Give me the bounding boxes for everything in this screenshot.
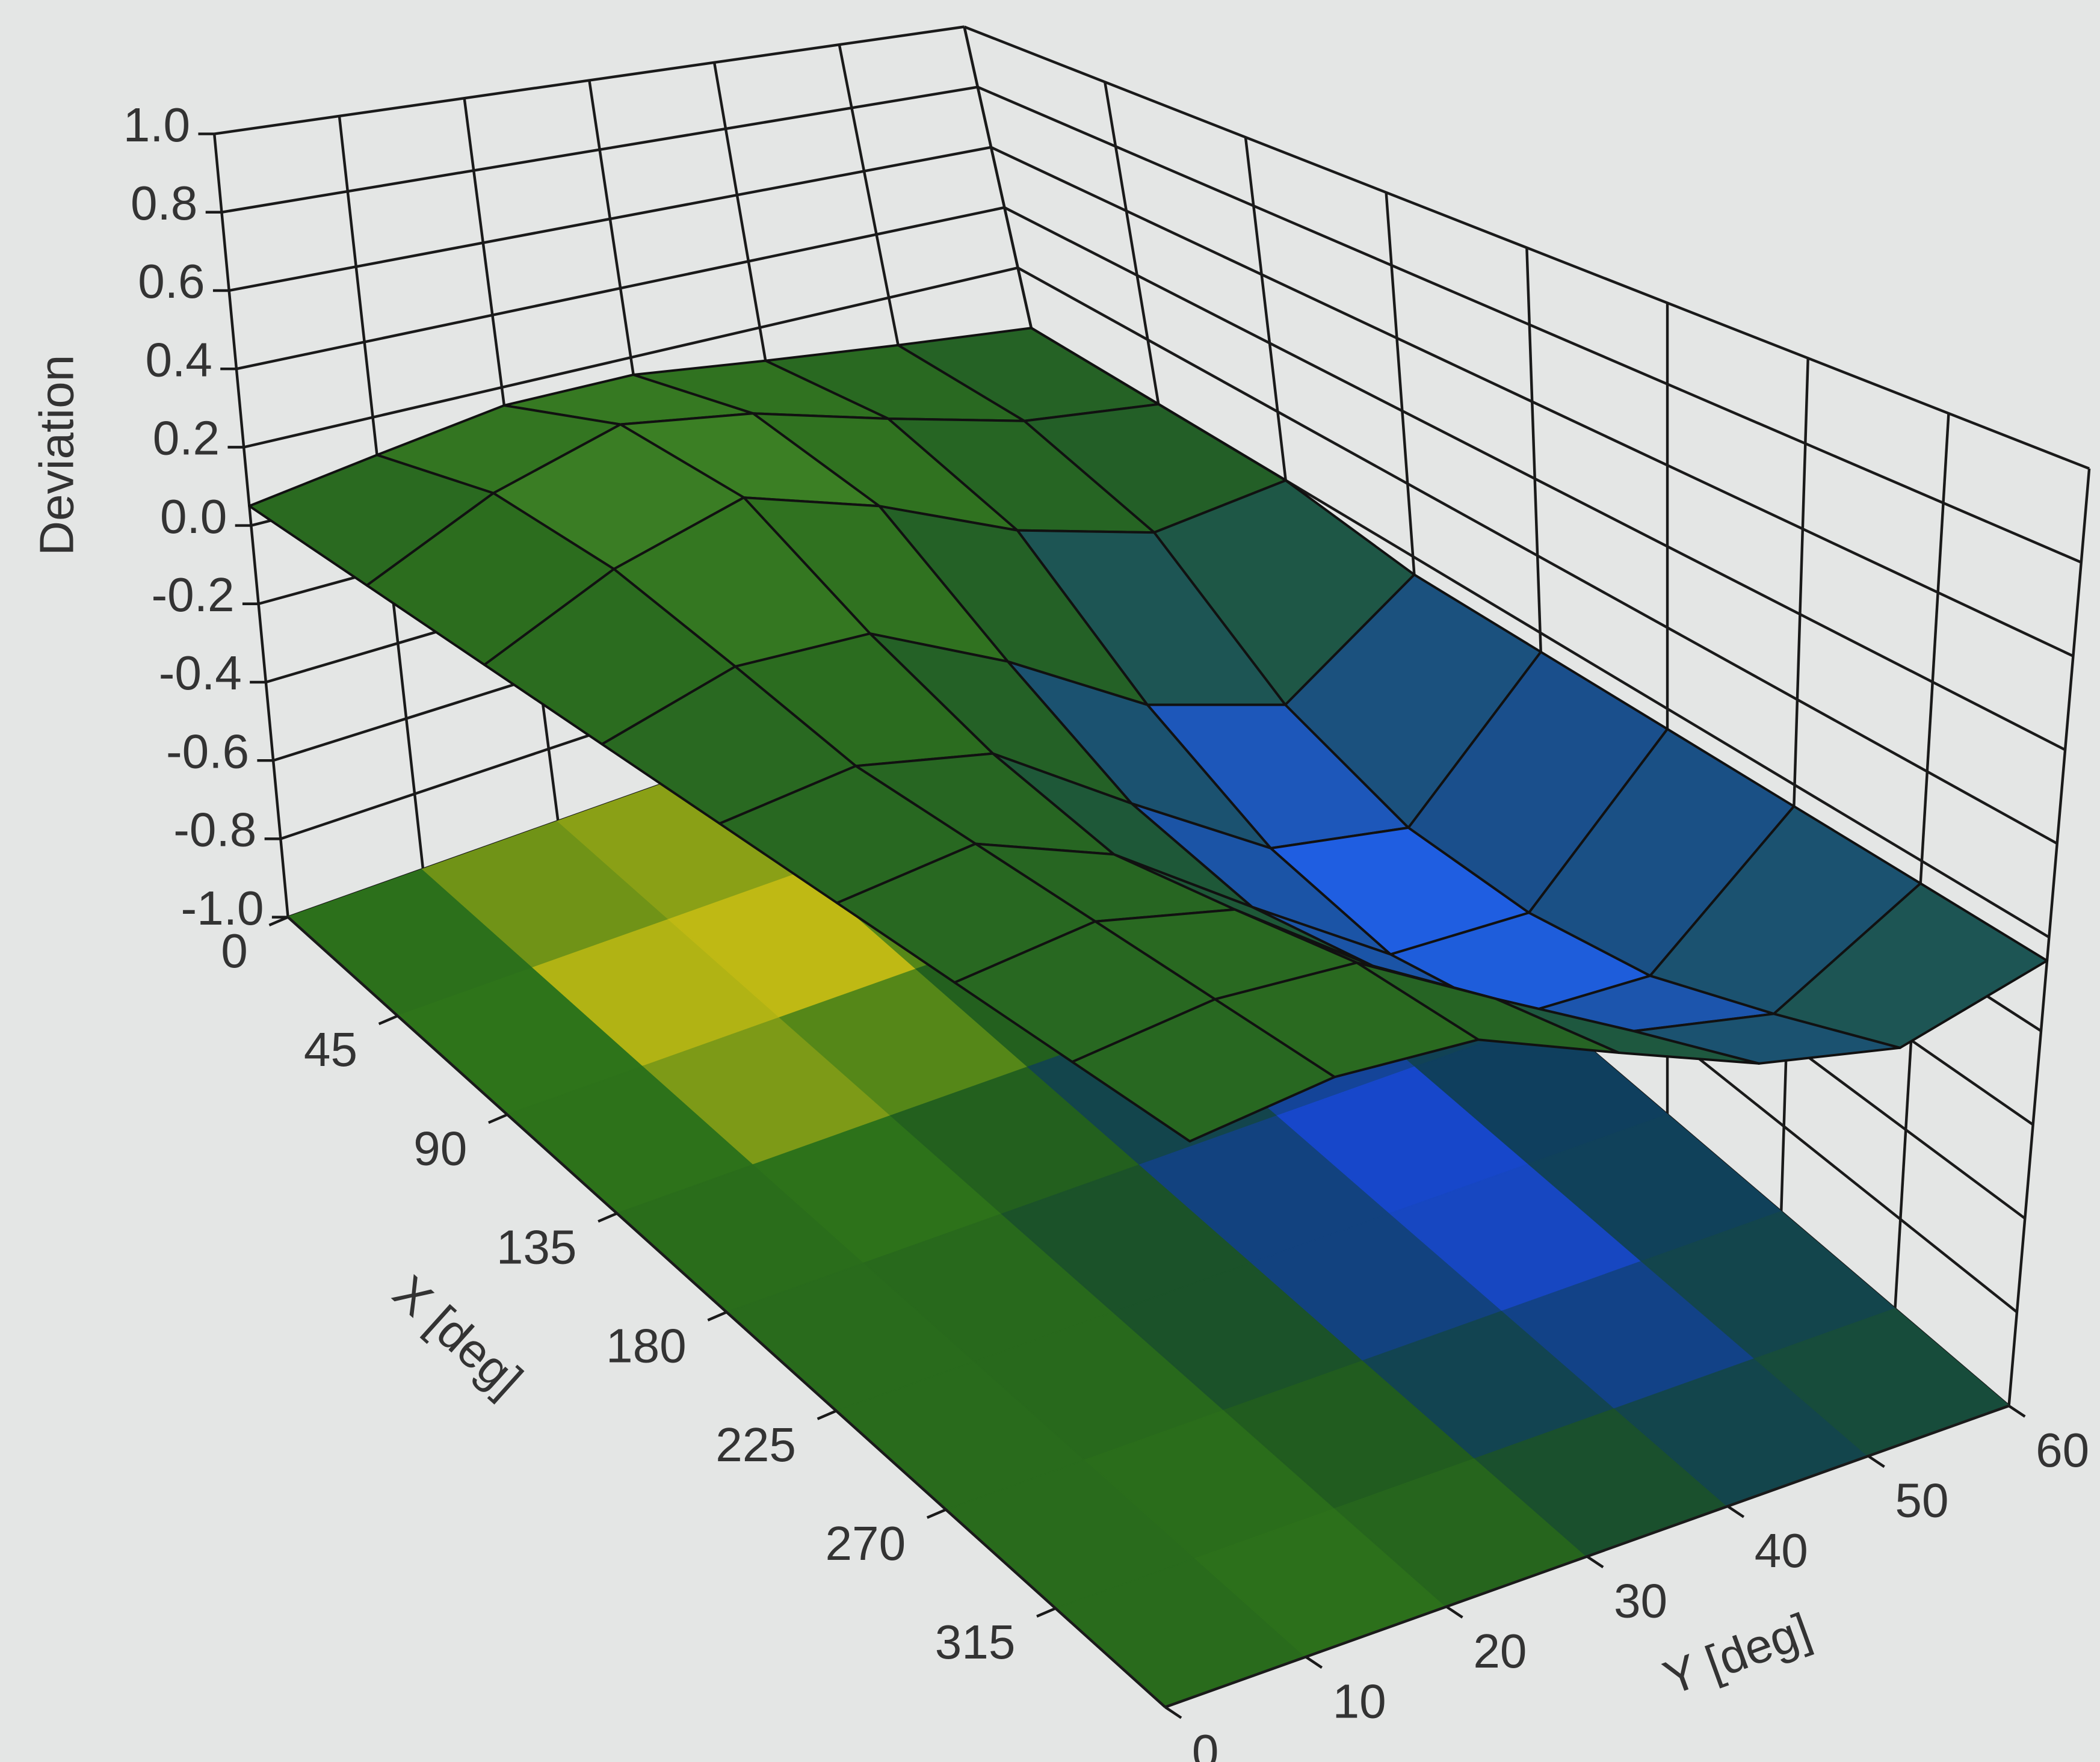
z-tick-label: 0.8 [131,176,197,230]
z-axis-label: Deviation [29,355,83,556]
x-tick [926,1508,947,1519]
z-tick-label: -1.0 [181,881,264,935]
z-tick-label: 0.6 [138,254,205,308]
y-tick-label: 0 [1192,1724,1219,1762]
x-tick [488,1113,508,1124]
x-tick [598,1212,618,1223]
z-tick-label: 0.0 [160,489,227,543]
z-tick-label: 0.4 [145,332,212,386]
z-tick-label: -0.4 [159,645,242,700]
x-tick-label: 0 [221,923,248,978]
x-tick-label: 225 [715,1417,796,1471]
z-tick-label: -0.2 [152,567,235,621]
y-tick-label: 20 [1473,1624,1527,1678]
y-tick-label: 60 [2036,1423,2089,1477]
wall-edge [2007,468,2091,1406]
x-tick-label: 135 [496,1220,577,1274]
x-tick [378,1014,398,1026]
floor-edge [287,916,1166,1708]
grid-line [1894,413,1950,1309]
x-tick [817,1409,837,1420]
x-tick-label: 45 [304,1022,357,1076]
y-tick [1586,1555,1604,1569]
z-tick-label: -0.8 [173,802,256,857]
z-tick-label: 1.0 [123,97,190,152]
y-tick [1164,1705,1182,1719]
y-tick-label: 50 [1895,1473,1948,1527]
x-tick-label: 180 [606,1319,687,1373]
y-tick [1305,1656,1323,1669]
y-tick-label: 40 [1755,1523,1808,1577]
x-tick-label: 90 [413,1121,467,1175]
y-tick [1726,1505,1745,1518]
x-tick-label: 315 [935,1615,1016,1669]
floor-edge [1164,1404,2010,1708]
y-tick [2008,1405,2026,1418]
y-tick [1867,1455,1885,1468]
grid-line [1779,358,1809,1212]
z-tick-label: -0.6 [166,724,249,778]
x-tick [1036,1607,1057,1618]
x-tick [268,916,289,926]
x-tick-label: 270 [826,1516,906,1570]
y-tick [1445,1605,1463,1619]
surface-cell [1070,998,1336,1143]
x-tick [707,1311,727,1322]
y-tick-label: 10 [1333,1674,1386,1728]
y-tick-label: 30 [1614,1574,1667,1628]
z-tick-label: 0.2 [153,411,220,465]
